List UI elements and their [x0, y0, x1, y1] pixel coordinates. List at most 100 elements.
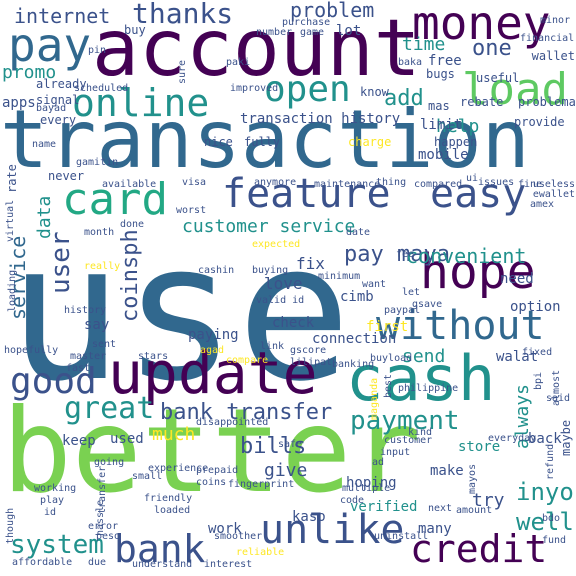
- word-signal: signal: [36, 93, 80, 107]
- word-ewallet: ewallet: [532, 189, 575, 200]
- word-user: user: [46, 231, 76, 295]
- word-try: try: [472, 490, 505, 511]
- word-customer: customer: [384, 435, 433, 446]
- word-almost: almost: [551, 369, 562, 406]
- word-paying: paying: [188, 327, 239, 343]
- word-name: name: [32, 139, 57, 150]
- word-back: back: [528, 431, 562, 447]
- word-wallet: wallet: [531, 49, 575, 63]
- word-cimb: cimb: [340, 289, 374, 305]
- word-fast: fast: [66, 363, 91, 374]
- word-pin: pin: [88, 45, 107, 56]
- word-mayos: mayos: [467, 463, 478, 494]
- word-bayad: bayad: [36, 103, 67, 114]
- word-love: love: [264, 274, 303, 293]
- word-buying: buying: [252, 265, 289, 276]
- word-mas: mas: [428, 99, 450, 113]
- word-coinsph: coinsph: [118, 229, 143, 323]
- word-give: give: [264, 460, 308, 481]
- word-visa: visa: [182, 177, 207, 188]
- word-ad: ad: [372, 457, 385, 468]
- word-credit: credit: [410, 527, 548, 571]
- word-smoother: smoother: [214, 531, 263, 542]
- word-nice: nice: [204, 135, 233, 149]
- word-bugs: bugs: [426, 67, 455, 81]
- word-maintenance: maintenance: [314, 179, 381, 190]
- word-paki: paki: [226, 57, 251, 68]
- word-verified: verified: [350, 499, 418, 515]
- word-useful: useful: [476, 71, 520, 85]
- word-load: load: [462, 64, 568, 115]
- word-banking: banking: [332, 359, 375, 370]
- word-agad: agad: [200, 345, 225, 356]
- word-history: history: [64, 305, 107, 316]
- word-never: never: [48, 169, 85, 183]
- word-store: store: [458, 439, 501, 455]
- word-bdo: bdo: [542, 513, 561, 524]
- word-send: send: [402, 346, 446, 367]
- word-provide: provide: [514, 115, 565, 129]
- word-promo: promo: [2, 62, 57, 83]
- word-without: without: [376, 303, 545, 349]
- word-anymore: anymore: [254, 177, 297, 188]
- word-data: data: [34, 195, 55, 240]
- word-one: one: [472, 36, 512, 61]
- word-bpi: bpi: [533, 371, 544, 390]
- word-expected: expected: [252, 239, 301, 250]
- word-link: link: [260, 341, 285, 352]
- word-available: available: [102, 179, 157, 190]
- word-hopefully: hopefully: [4, 345, 59, 356]
- word-issues: issues: [478, 177, 515, 188]
- word-time: time: [402, 34, 446, 55]
- word-bills: bills: [240, 434, 307, 459]
- word-minor: minor: [540, 15, 571, 26]
- word-transaction-history: transaction history: [240, 111, 401, 127]
- word-experience: experience: [148, 463, 209, 474]
- word-everyday: everyday: [488, 433, 537, 444]
- word-great: great: [64, 391, 155, 426]
- word-done: done: [120, 219, 145, 230]
- word-play: play: [40, 495, 65, 506]
- word-free: free: [428, 53, 462, 69]
- word-kaso: kaso: [292, 509, 326, 525]
- word-account: account: [92, 4, 421, 94]
- word-said: said: [546, 393, 571, 404]
- word-used: used: [110, 431, 144, 447]
- word-rebate: rebate: [460, 95, 504, 109]
- word-coins: coins: [196, 477, 227, 488]
- word-safe: safe: [278, 439, 303, 450]
- word-charge: charge: [348, 135, 392, 149]
- word-already: already: [36, 77, 87, 91]
- word-happen: happen: [434, 135, 478, 149]
- word-baka: baka: [398, 57, 423, 68]
- word-fixed: fixed: [522, 347, 553, 358]
- word-hope: hope: [420, 244, 536, 300]
- word-number: number: [256, 27, 293, 38]
- word-multiple: multiple: [342, 483, 391, 494]
- word-gsave: gsave: [412, 299, 443, 310]
- word-internet: internet: [14, 4, 111, 28]
- word-virtual: virtual: [5, 199, 16, 242]
- word-well: well: [516, 508, 574, 536]
- word-walat: walat: [496, 349, 539, 365]
- word-work: work: [208, 521, 242, 537]
- word-reliable: reliable: [236, 547, 285, 558]
- word-best: best: [383, 373, 394, 398]
- word-understand: understand: [132, 559, 193, 570]
- word-really: really: [84, 261, 121, 272]
- word-gscore: gscore: [290, 345, 327, 356]
- word-pay: pay: [8, 18, 92, 72]
- word-prepaid: prepaid: [196, 465, 239, 476]
- word-system: system: [10, 530, 104, 560]
- word-fee: fee: [396, 249, 415, 260]
- word-many: many: [418, 521, 452, 537]
- word-scheduled: scheduled: [74, 83, 129, 94]
- word-every: every: [40, 113, 77, 127]
- word-valid-id: valid id: [256, 295, 305, 306]
- word-pay-maya: pay maya: [344, 242, 450, 267]
- word-know: know: [360, 85, 389, 99]
- word-transaction: transaction: [0, 93, 530, 186]
- word-kind: kind: [408, 427, 433, 438]
- word-limit: limit: [420, 117, 463, 133]
